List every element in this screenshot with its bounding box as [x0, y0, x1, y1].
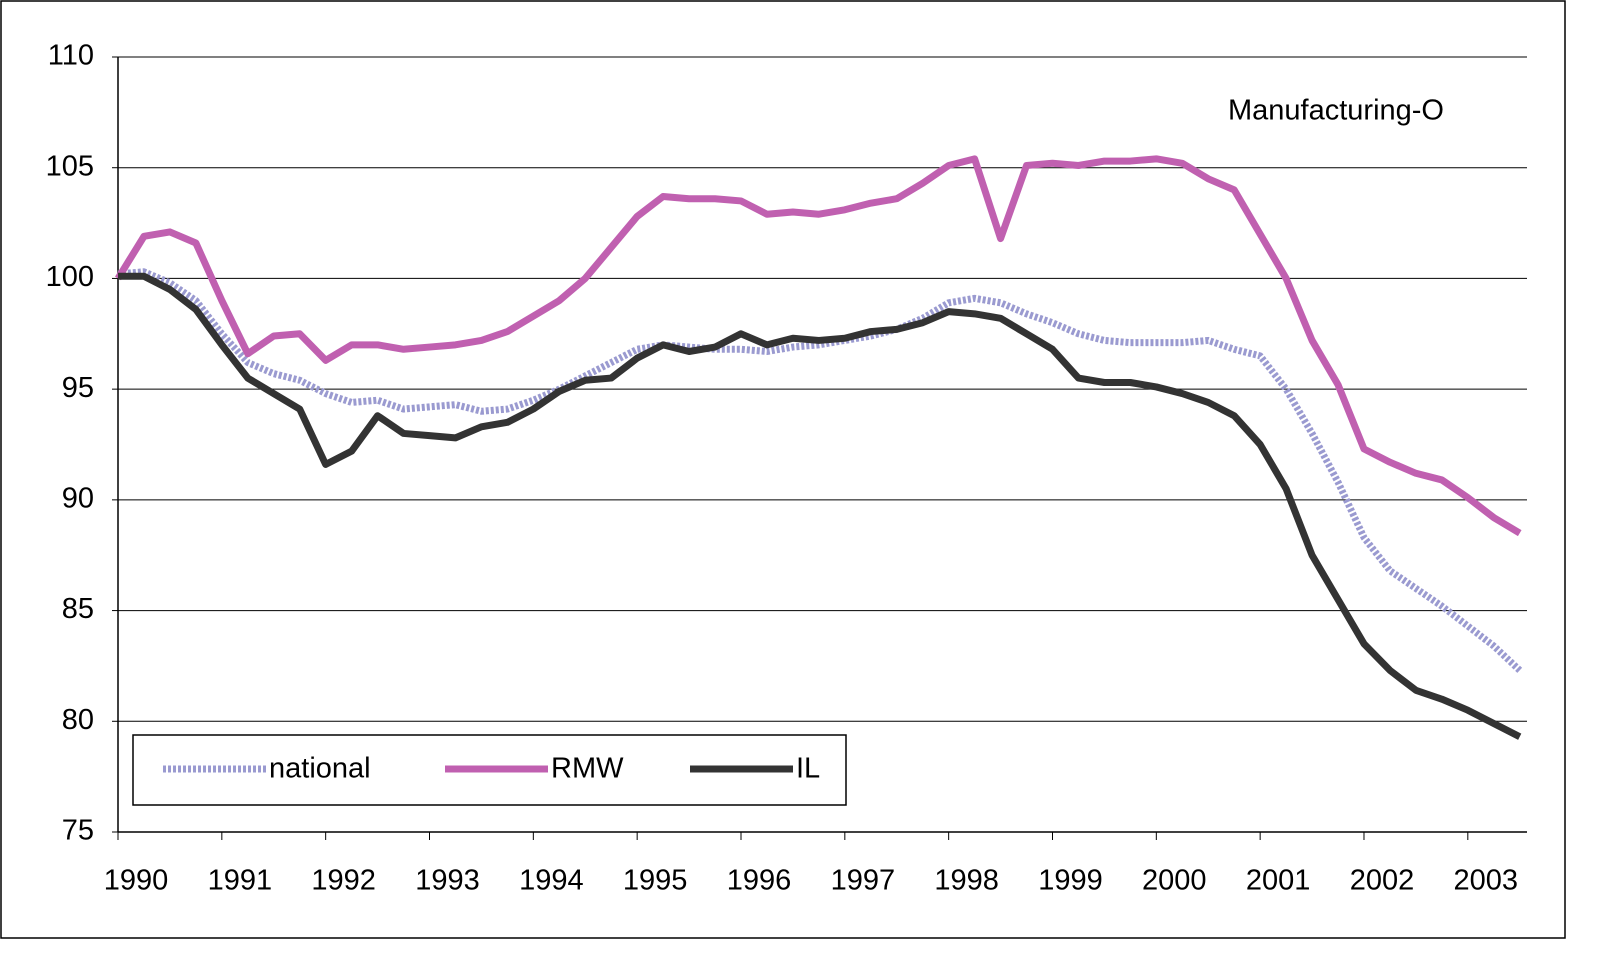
x-tick-label: 2001 [1246, 865, 1311, 897]
x-tick-label: 1994 [519, 865, 584, 897]
series-line [115, 155, 1522, 537]
y-tick-label: 90 [62, 483, 94, 515]
y-tick-label: 105 [46, 150, 94, 182]
legend-label: RMW [551, 753, 624, 785]
x-tick-label: 1995 [623, 865, 688, 897]
x-tick-label: 1998 [934, 865, 999, 897]
x-tick-label: 1999 [1038, 865, 1103, 897]
y-tick-label: 85 [62, 593, 94, 625]
legend-label: IL [796, 753, 820, 785]
series-line [118, 272, 1522, 740]
y-tick-label: 80 [62, 704, 94, 736]
x-tick-label: 1993 [415, 865, 480, 897]
x-tick-label: 1997 [831, 865, 896, 897]
y-tick-label: 75 [62, 815, 94, 847]
y-tick-label: 95 [62, 372, 94, 404]
y-tick-label: 100 [46, 261, 94, 293]
annotation: Manufacturing-O [1228, 95, 1444, 127]
x-tick-label: 1992 [311, 865, 376, 897]
legend-label: national [269, 753, 371, 785]
x-tick-label: 1996 [727, 865, 792, 897]
x-tick-label: 2003 [1454, 865, 1519, 897]
series-line [117, 268, 1523, 673]
x-tick-label: 2000 [1142, 865, 1207, 897]
y-tick-label: 110 [48, 40, 94, 72]
x-tick-label: 2002 [1350, 865, 1415, 897]
x-tick-label: 1991 [208, 865, 273, 897]
x-tick-label: 1990 [104, 865, 169, 897]
